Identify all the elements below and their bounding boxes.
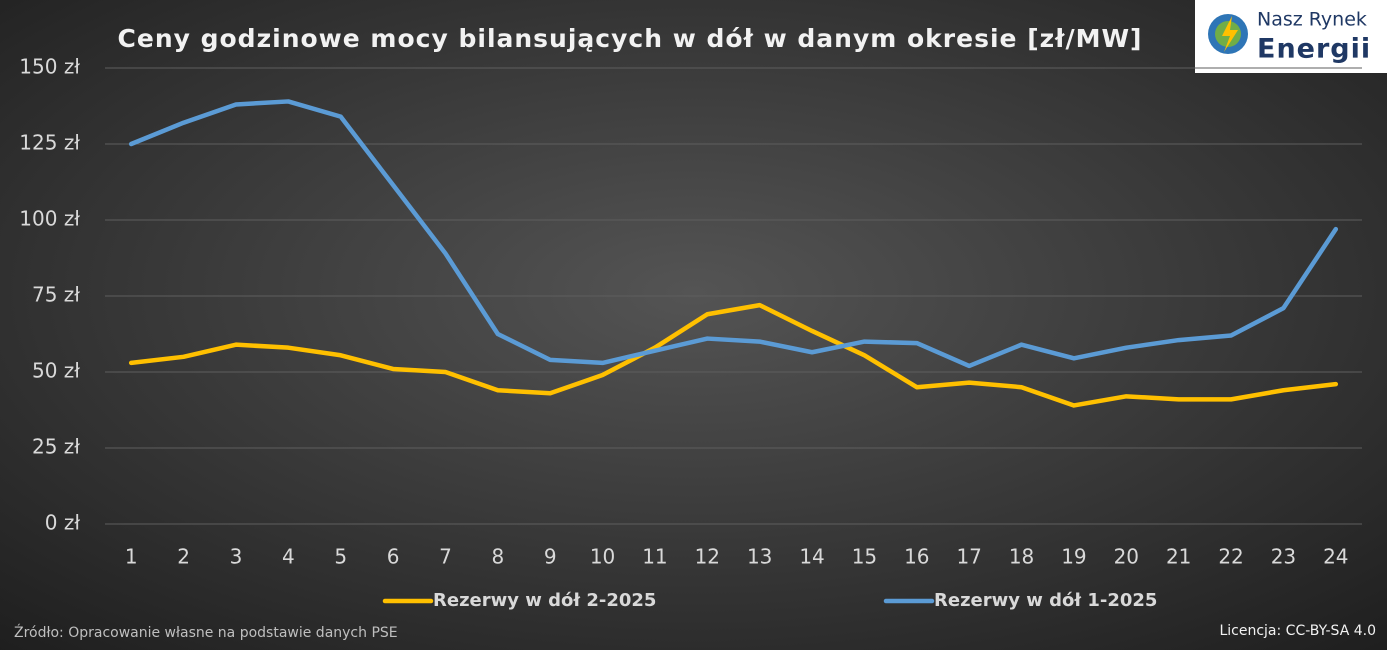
x-tick-label: 13 xyxy=(747,545,772,569)
x-tick-label: 3 xyxy=(230,545,243,569)
x-tick-label: 15 xyxy=(852,545,877,569)
y-tick-label: 25 zł xyxy=(32,435,80,459)
x-tick-label: 14 xyxy=(799,545,824,569)
x-tick-label: 6 xyxy=(387,545,400,569)
x-tick-label: 10 xyxy=(590,545,615,569)
license-note: Licencja: CC-BY-SA 4.0 xyxy=(1219,623,1376,639)
x-tick-label: 18 xyxy=(1009,545,1034,569)
x-tick-label: 8 xyxy=(491,545,504,569)
x-tick-label: 23 xyxy=(1271,545,1296,569)
legend-label: Rezerwy w dół 2-2025 xyxy=(433,590,656,611)
logo: Nasz Rynek Energii xyxy=(1195,0,1387,73)
x-tick-label: 5 xyxy=(334,545,347,569)
x-tick-label: 17 xyxy=(956,545,981,569)
x-tick-label: 11 xyxy=(642,545,667,569)
legend-label: Rezerwy w dół 1-2025 xyxy=(934,590,1157,611)
x-tick-label: 21 xyxy=(1166,545,1191,569)
x-tick-label: 24 xyxy=(1323,545,1348,569)
x-tick-label: 4 xyxy=(282,545,295,569)
x-tick-label: 16 xyxy=(904,545,929,569)
y-tick-label: 50 zł xyxy=(32,359,80,383)
source-note: Źródło: Opracowanie własne na podstawie … xyxy=(14,623,398,641)
x-tick-label: 22 xyxy=(1218,545,1243,569)
data-line xyxy=(128,302,1339,408)
logo-text: Nasz Rynek xyxy=(1257,9,1367,31)
y-tick-label: 0 zł xyxy=(45,511,81,535)
x-tick-label: 7 xyxy=(439,545,452,569)
y-tick-label: 75 zł xyxy=(32,283,80,307)
chart-title: Ceny godzinowe mocy bilansujących w dół … xyxy=(118,24,1143,53)
x-tick-label: 12 xyxy=(695,545,720,569)
logo-text: Energii xyxy=(1257,34,1371,65)
x-tick-label: 1 xyxy=(125,545,138,569)
y-tick-label: 150 zł xyxy=(19,55,80,79)
x-tick-label: 20 xyxy=(1114,545,1139,569)
x-tick-label: 2 xyxy=(177,545,190,569)
y-tick-label: 125 zł xyxy=(19,131,80,155)
logo-bolt xyxy=(1222,16,1238,52)
y-tick-label: 100 zł xyxy=(19,207,80,231)
data-line xyxy=(128,99,1339,369)
x-tick-label: 19 xyxy=(1061,545,1086,569)
x-tick-label: 9 xyxy=(544,545,557,569)
